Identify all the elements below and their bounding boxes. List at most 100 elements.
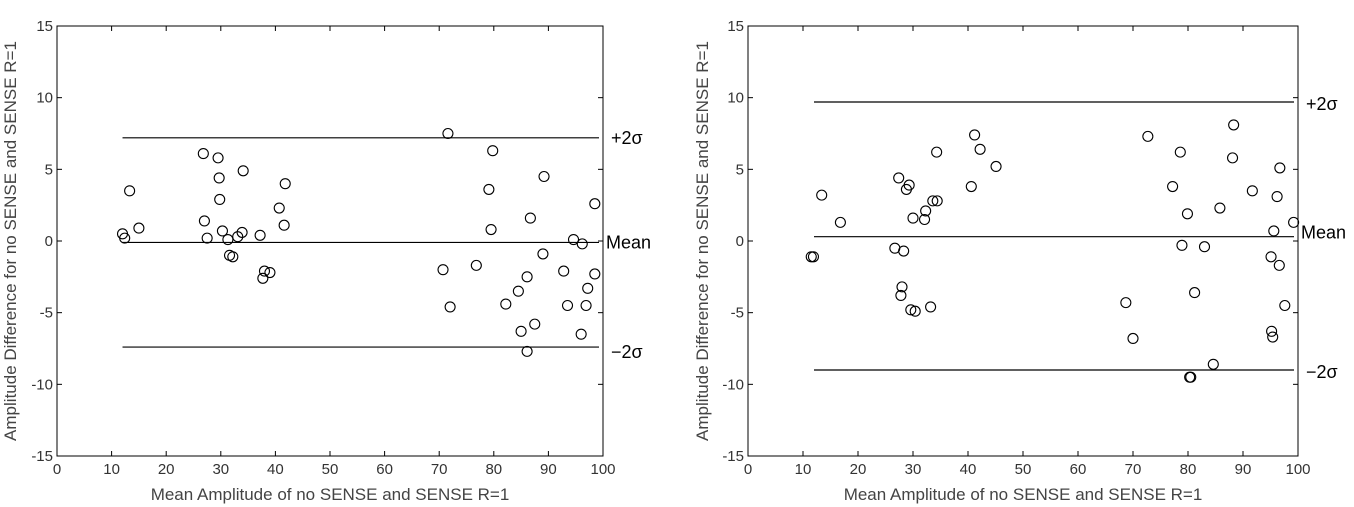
x-tick-label: 40 (960, 461, 977, 478)
data-point (903, 179, 915, 191)
y-tick-label: 10 (36, 90, 53, 107)
data-point (279, 178, 291, 190)
data-point (1167, 180, 1179, 193)
x-tick-label: 100 (590, 461, 615, 478)
data-point (834, 216, 846, 228)
data-point (920, 205, 932, 217)
reference-line-label: +2σ (1306, 94, 1338, 114)
x-tick-label: 40 (267, 461, 284, 478)
y-tick-label: 15 (36, 18, 53, 35)
data-point (990, 160, 1002, 173)
data-point (1271, 191, 1283, 203)
data-point (216, 225, 228, 237)
x-axis-label: Mean Amplitude of no SENSE and SENSE R=1 (844, 485, 1203, 504)
data-point (909, 305, 921, 317)
data-point (1142, 130, 1154, 142)
x-tick-label: 30 (212, 461, 229, 478)
y-tick-label: 5 (736, 161, 744, 178)
reference-line-label: +2σ (611, 128, 643, 148)
data-point (927, 195, 939, 207)
data-point (524, 212, 536, 224)
data-point (576, 238, 588, 250)
data-point (965, 180, 977, 193)
reference-line-label: Mean (606, 232, 651, 252)
y-tick-label: -5 (40, 305, 53, 322)
data-point (1288, 216, 1300, 228)
data-point (483, 183, 495, 195)
data-point (575, 328, 587, 340)
data-point (1227, 152, 1239, 164)
data-point (119, 232, 131, 244)
y-axis-label: Amplitude Difference for no SENSE and SE… (1, 41, 20, 441)
data-point (1228, 119, 1240, 131)
data-point (561, 299, 574, 312)
data-point (437, 264, 449, 276)
x-tick-label: 100 (1285, 461, 1310, 478)
data-point (931, 146, 943, 158)
x-tick-label: 0 (53, 461, 61, 478)
x-tick-label: 80 (485, 461, 502, 478)
data-point (1268, 225, 1280, 237)
x-tick-label: 60 (1070, 461, 1087, 478)
data-point (485, 223, 497, 236)
data-point (500, 298, 512, 310)
data-point (905, 304, 917, 316)
plot-frame (747, 25, 1299, 457)
data-point (1266, 325, 1278, 337)
y-axis-label: Amplitude Difference for no SENSE and SE… (693, 41, 712, 441)
data-point (470, 259, 482, 271)
y-tick-label: 5 (45, 161, 53, 178)
data-point (124, 185, 136, 197)
data-point (442, 127, 454, 140)
data-point (805, 251, 817, 263)
data-point (1274, 162, 1286, 174)
data-point (232, 231, 244, 243)
data-point (925, 301, 937, 313)
x-axis-label: Mean Amplitude of no SENSE and SENSE R=1 (151, 485, 510, 504)
data-point (918, 213, 931, 226)
y-tick-label: -10 (722, 376, 744, 393)
y-tick-label: 15 (727, 18, 744, 35)
data-point (1185, 371, 1197, 383)
data-point (1267, 331, 1279, 343)
reference-line-label: Mean (1301, 223, 1346, 243)
data-point (1265, 251, 1277, 263)
data-point (558, 265, 570, 277)
x-tick-label: 0 (744, 461, 752, 478)
data-point (515, 325, 527, 337)
data-point (521, 271, 533, 283)
data-point (257, 272, 269, 284)
data-point (133, 222, 145, 234)
data-point (969, 129, 981, 141)
y-tick-label: 0 (45, 233, 53, 250)
data-point (567, 234, 580, 246)
y-tick-label: 10 (727, 90, 744, 107)
data-point (1198, 241, 1211, 253)
data-point (1207, 358, 1219, 370)
x-tick-label: 30 (905, 461, 922, 478)
reference-line-label: −2σ (611, 342, 643, 362)
data-point (444, 301, 456, 313)
data-point (1279, 299, 1291, 312)
data-point (222, 234, 234, 246)
x-tick-label: 20 (850, 461, 867, 478)
data-point (487, 145, 499, 157)
y-tick-label: -15 (722, 448, 744, 465)
x-tick-label: 10 (103, 461, 120, 478)
data-point (264, 266, 276, 279)
x-tick-label: 20 (158, 461, 175, 478)
data-point (198, 215, 210, 227)
data-point (236, 226, 248, 238)
y-tick-label: -15 (31, 448, 53, 465)
data-point (974, 143, 986, 155)
data-point (1120, 297, 1132, 309)
data-point (582, 282, 594, 294)
reference-line-label: −2σ (1306, 362, 1338, 382)
data-point (1176, 239, 1188, 251)
data-point (1273, 259, 1285, 271)
y-tick-label: -10 (31, 376, 53, 393)
x-tick-label: 90 (1235, 461, 1252, 478)
data-point (273, 202, 285, 214)
data-point (258, 265, 271, 277)
